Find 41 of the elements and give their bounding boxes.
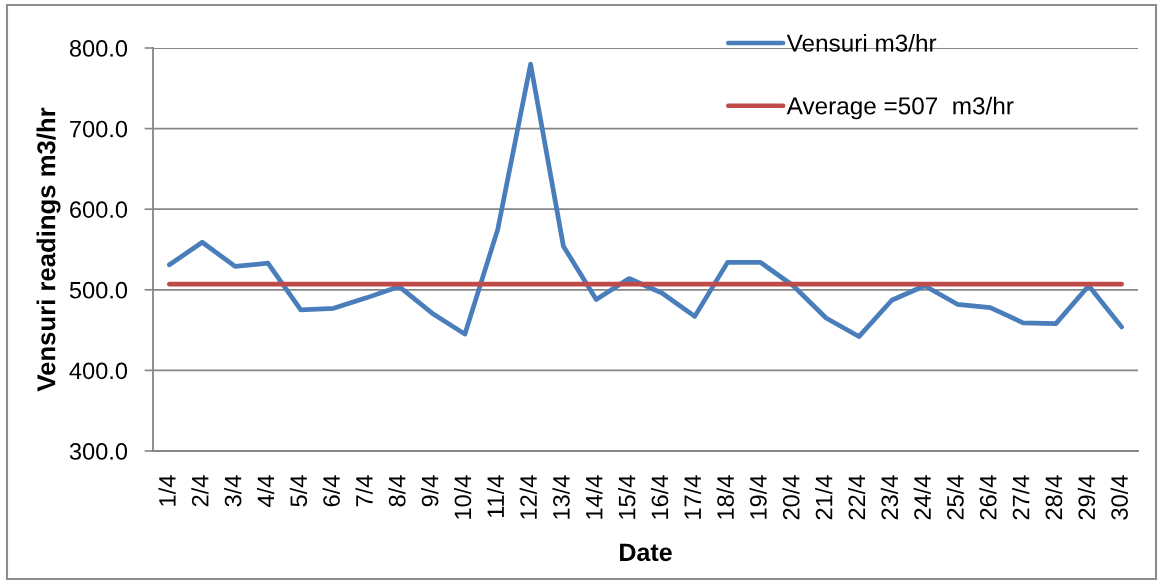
x-tick-label: 26/4 [979,475,997,520]
x-tick-label: 5/4 [289,475,308,507]
x-tick-label: 10/4 [453,475,472,519]
x-tick-label: 19/4 [749,475,767,519]
x-tick-label: 15/4 [618,475,636,519]
x-tick-label: 7/4 [355,475,373,507]
x-axis-title: Date [620,543,672,562]
x-tick-label: 9/4 [421,475,439,507]
x-tick-label: 25/4 [946,475,964,520]
y-tick-label: 300.0 [69,443,128,460]
x-tick-label: 6/4 [322,475,340,507]
x-tick-label: 1/4 [158,475,176,506]
x-tick-label: 17/4 [683,475,702,519]
y-axis-title: Vensuri readings m3/hr [36,107,61,392]
x-tick-label: 16/4 [650,475,669,519]
line-series [167,61,1124,339]
x-tick-label: 13/4 [552,475,570,519]
x-tick-label: 28/4 [1044,475,1063,520]
y-tick-label: 600.0 [70,201,128,218]
x-tick-label: 22/4 [847,475,866,520]
x-tick-label: 30/4 [1110,475,1128,520]
x-tick-label: 29/4 [1077,475,1096,520]
y-tick-label: 800.0 [69,40,128,57]
x-tick-label: 14/4 [585,475,603,519]
x-tick-label: 24/4 [913,475,931,520]
y-tick-label: 400.0 [69,362,128,380]
x-tick-label: 3/4 [224,475,242,507]
legend-label: Average =507 m3/hr [786,96,1014,120]
x-tick-label: 8/4 [388,475,406,507]
x-tick-label: 2/4 [191,475,209,507]
x-tick-label: 4/4 [256,475,275,507]
y-tick-label: 700.0 [70,120,128,138]
x-tick-label: 21/4 [815,475,833,520]
x-tick-label: 20/4 [782,475,800,520]
y-tick-label: 500.0 [69,281,128,299]
x-tick-label: 12/4 [519,475,537,519]
x-tick-label: 18/4 [716,475,734,519]
x-tick-label: 27/4 [1012,475,1030,520]
legend-label: Vensuri m3/hr [786,33,937,52]
x-tick-label: 23/4 [880,475,899,520]
x-tick-label: 11/4 [486,475,505,518]
